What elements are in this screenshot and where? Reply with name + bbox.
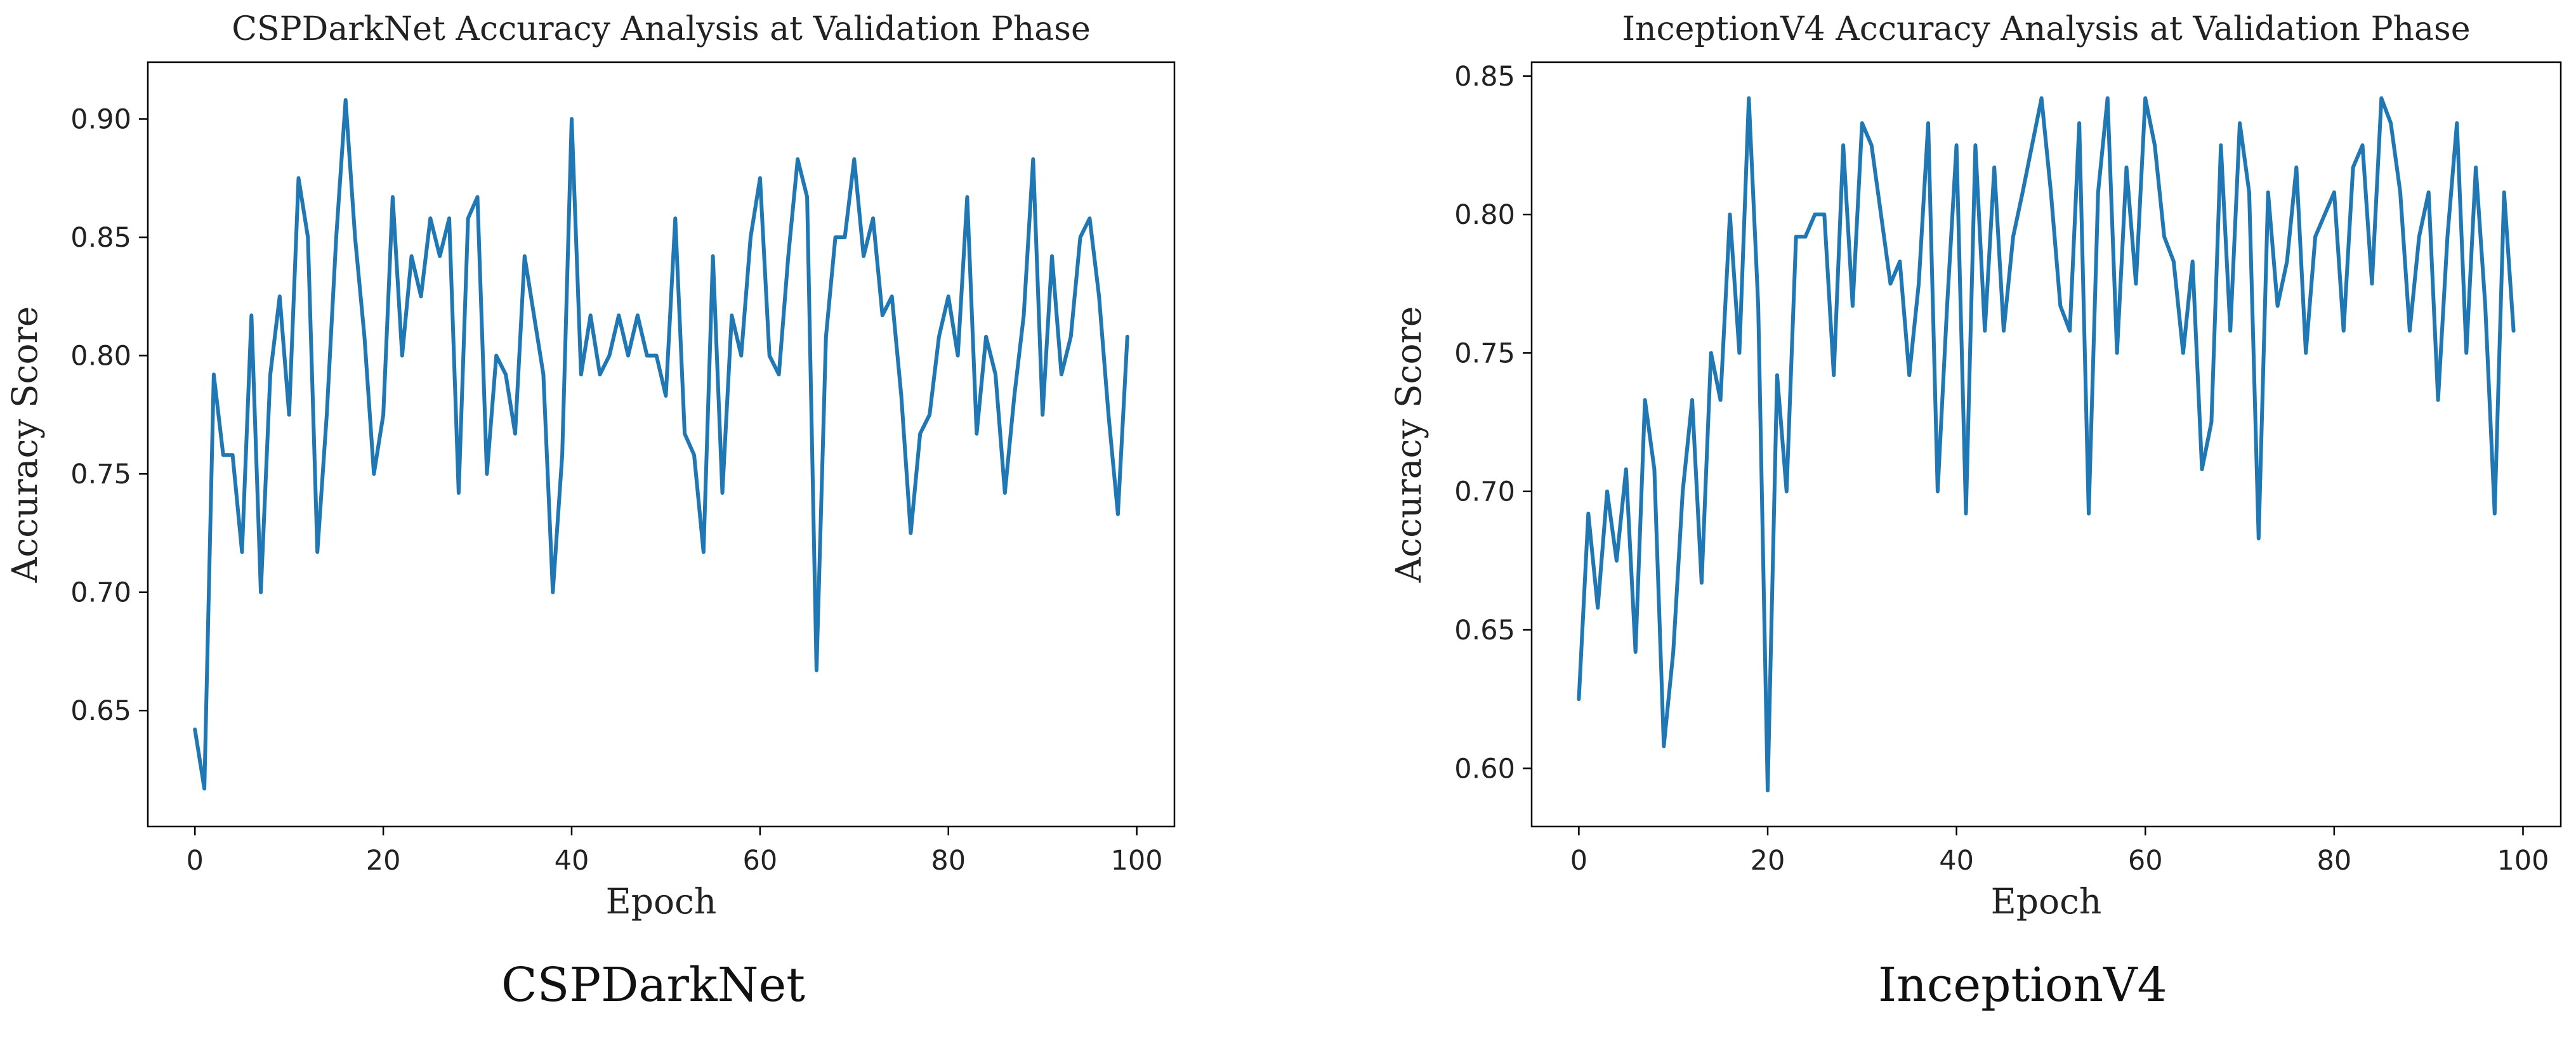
y-tick-label: 0.65 <box>70 695 131 727</box>
caption-inceptionv4: InceptionV4 <box>1878 958 2167 1012</box>
y-tick-label: 0.80 <box>70 341 131 372</box>
series-line-inceptionv4 <box>1577 96 2516 793</box>
x-tick-label: 20 <box>366 845 401 877</box>
x-tick-label: 80 <box>2317 845 2352 877</box>
y-tick-label: 0.70 <box>1454 476 1515 508</box>
chart-title: InceptionV4 Accuracy Analysis at Validat… <box>1622 10 2470 48</box>
x-axis-label: Epoch <box>1991 881 2102 922</box>
x-tick-label: 100 <box>2497 845 2549 877</box>
y-axis-label: Accuracy Score <box>1388 306 1429 584</box>
y-axis-label: Accuracy Score <box>4 306 45 584</box>
y-tick-label: 0.75 <box>1454 337 1515 369</box>
y-tick-label: 0.85 <box>70 222 131 254</box>
y-tick-label: 0.80 <box>1454 199 1515 231</box>
y-tick-label: 0.70 <box>70 577 131 609</box>
y-tick-label: 0.65 <box>1454 615 1515 646</box>
x-tick-label: 0 <box>1570 845 1587 877</box>
chart-inceptionv4: 0 20 40 60 80 100 0.60 0.65 0.70 0.75 0.80 0.85 Ince… <box>1388 10 2562 922</box>
x-tick-label: 40 <box>555 845 589 877</box>
y-tick-label: 0.90 <box>70 104 131 136</box>
plot-frame <box>147 61 1176 828</box>
x-tick-label: 60 <box>2128 845 2163 877</box>
plot-frame <box>1530 61 2562 828</box>
x-tick-label: 60 <box>743 845 778 877</box>
x-axis-label: Epoch <box>606 881 717 922</box>
y-tick-label: 0.75 <box>70 459 131 490</box>
y-tick-label: 0.85 <box>1454 61 1515 93</box>
y-tick-label: 0.60 <box>1454 753 1515 785</box>
chart-cspdarknet: 0 20 40 60 80 100 0.65 0.70 0.75 0.80 0.85 0.90 CSPD… <box>4 10 1176 922</box>
x-tick-label: 100 <box>1111 845 1163 877</box>
chart-title: CSPDarkNet Accuracy Analysis at Validati… <box>232 10 1090 48</box>
series-line-cspdarknet <box>193 98 1129 791</box>
x-tick-label: 80 <box>931 845 966 877</box>
caption-cspdarknet: CSPDarkNet <box>501 958 806 1012</box>
x-tick-label: 40 <box>1939 845 1974 877</box>
x-tick-label: 0 <box>187 845 204 877</box>
x-tick-label: 20 <box>1751 845 1785 877</box>
